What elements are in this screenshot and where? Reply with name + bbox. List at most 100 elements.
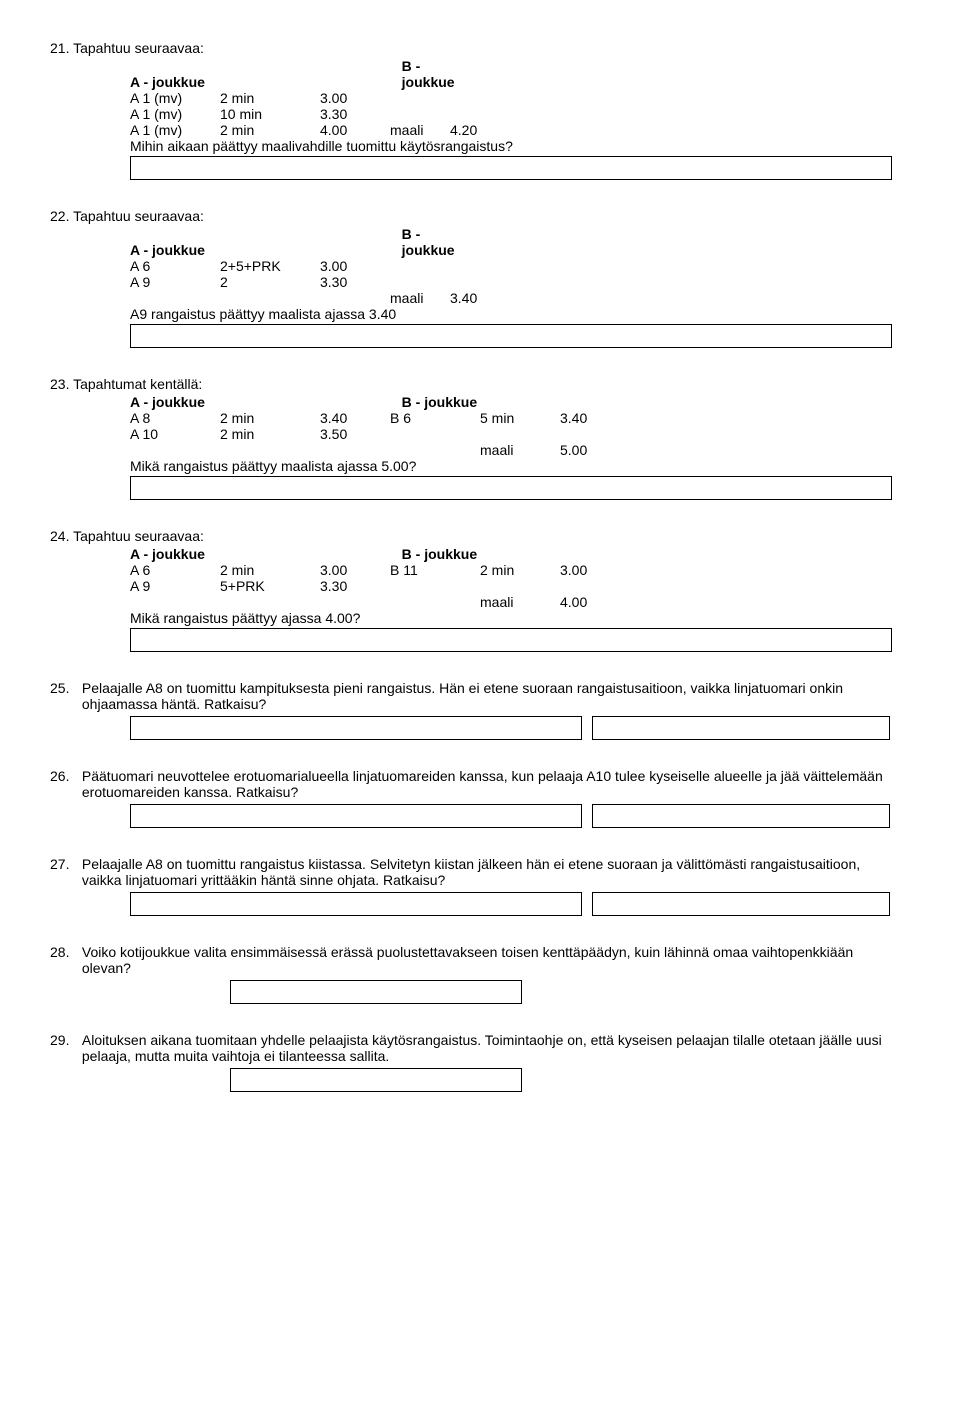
cell: A 1 (mv) [130, 90, 220, 106]
answer-box[interactable] [592, 716, 890, 740]
q26-text: Päätuomari neuvottelee erotuomarialueell… [82, 768, 892, 800]
q21-header: A - joukkue B - joukkue [130, 58, 910, 90]
cell [220, 594, 320, 610]
table-row: maali 3.40 [130, 290, 910, 306]
q23-header-a: A - joukkue [130, 394, 220, 410]
cell: 3.00 [560, 562, 620, 578]
question-24: 24. Tapahtuu seuraavaa: A - joukkue B - … [50, 528, 910, 652]
cell: A 1 (mv) [130, 122, 220, 138]
answer-split [130, 892, 890, 916]
cell: 2 min [220, 90, 320, 106]
cell: 2 [220, 274, 320, 290]
q21-header-a: A - joukkue [130, 74, 220, 90]
answer-box[interactable] [130, 892, 582, 916]
q23-prompt: Mikä rangaistus päättyy maalista ajassa … [130, 458, 910, 474]
cell [390, 258, 450, 274]
cell [450, 90, 550, 106]
cell: maali [390, 122, 450, 138]
cell: 4.00 [320, 122, 390, 138]
cell [130, 594, 220, 610]
answer-box[interactable] [130, 628, 892, 652]
cell: 5.00 [560, 442, 620, 458]
table-row: A 1 (mv) 10 min 3.30 [130, 106, 910, 122]
q24-title-line: 24. Tapahtuu seuraavaa: [50, 528, 910, 544]
table-row: maali 5.00 [130, 442, 910, 458]
answer-box[interactable] [130, 804, 582, 828]
cell: 4.00 [560, 594, 620, 610]
cell: 3.30 [320, 578, 390, 594]
cell [450, 106, 550, 122]
q24-header: A - joukkue B - joukkue [130, 546, 910, 562]
cell: A 10 [130, 426, 220, 442]
cell: A 6 [130, 258, 220, 274]
question-27: 27. Pelaajalle A8 on tuomittu rangaistus… [50, 856, 910, 916]
q22-header-a: A - joukkue [130, 242, 220, 258]
cell [320, 290, 390, 306]
cell: 2 min [220, 426, 320, 442]
question-22: 22. Tapahtuu seuraavaa: A - joukkue B - … [50, 208, 910, 348]
cell [480, 426, 560, 442]
cell [560, 578, 620, 594]
cell: 3.40 [320, 410, 390, 426]
answer-box[interactable] [592, 892, 890, 916]
cell: 2+5+PRK [220, 258, 320, 274]
cell [390, 426, 480, 442]
q22-header: A - joukkue B - joukkue [130, 226, 910, 258]
cell: B 6 [390, 410, 480, 426]
q26-num: 26. [50, 768, 78, 784]
cell [130, 442, 220, 458]
answer-box[interactable] [230, 1068, 522, 1092]
cell: 2 min [220, 410, 320, 426]
cell: A 9 [130, 274, 220, 290]
answer-box[interactable] [130, 324, 892, 348]
q29-text: Aloituksen aikana tuomitaan yhdelle pela… [82, 1032, 892, 1064]
q24-header-a: A - joukkue [130, 546, 220, 562]
table-row: A 6 2 min 3.00 B 11 2 min 3.00 [130, 562, 910, 578]
q28-num: 28. [50, 944, 78, 960]
q22-title-line: 22. Tapahtuu seuraavaa: [50, 208, 910, 224]
cell: 5 min [480, 410, 560, 426]
cell [480, 578, 560, 594]
answer-box[interactable] [130, 716, 582, 740]
table-row: A 9 2 3.30 [130, 274, 910, 290]
cell: 2 min [220, 562, 320, 578]
q23-title: Tapahtumat kentällä: [73, 376, 202, 392]
answer-box[interactable] [130, 156, 892, 180]
q25-text: Pelaajalle A8 on tuomittu kampituksesta … [82, 680, 892, 712]
q21-title: Tapahtuu seuraavaa: [73, 40, 204, 56]
q22-header-b: B - joukkue [402, 226, 462, 258]
cell: A 1 (mv) [130, 106, 220, 122]
cell: 3.30 [320, 274, 390, 290]
table-row: A 8 2 min 3.40 B 6 5 min 3.40 [130, 410, 910, 426]
q21-num: 21. [50, 40, 69, 56]
table-row: maali 4.00 [130, 594, 910, 610]
table-row: A 1 (mv) 2 min 3.00 [130, 90, 910, 106]
table-row: A 6 2+5+PRK 3.00 [130, 258, 910, 274]
cell: A 9 [130, 578, 220, 594]
q27-text: Pelaajalle A8 on tuomittu rangaistus kii… [82, 856, 892, 888]
q23-header: A - joukkue B - joukkue [130, 394, 910, 410]
q22-prompt: A9 rangaistus päättyy maalista ajassa 3.… [130, 306, 910, 322]
question-26: 26. Päätuomari neuvottelee erotuomarialu… [50, 768, 910, 828]
q25-num: 25. [50, 680, 78, 696]
cell: 2 min [220, 122, 320, 138]
cell [320, 442, 390, 458]
q21-header-b: B - joukkue [402, 58, 462, 90]
cell: 3.00 [320, 258, 390, 274]
answer-box[interactable] [592, 804, 890, 828]
table-row: A 10 2 min 3.50 [130, 426, 910, 442]
cell [130, 290, 220, 306]
cell [320, 594, 390, 610]
answer-box[interactable] [230, 980, 522, 1004]
cell: 2 min [480, 562, 560, 578]
q28-text: Voiko kotijoukkue valita ensimmäisessä e… [82, 944, 892, 976]
cell: maali [480, 594, 560, 610]
answer-box[interactable] [130, 476, 892, 500]
cell [390, 274, 450, 290]
cell [220, 442, 320, 458]
cell: 3.00 [320, 90, 390, 106]
q24-num: 24. [50, 528, 69, 544]
table-row: A 1 (mv) 2 min 4.00 maali 4.20 [130, 122, 910, 138]
cell: 4.20 [450, 122, 550, 138]
q29-num: 29. [50, 1032, 78, 1048]
